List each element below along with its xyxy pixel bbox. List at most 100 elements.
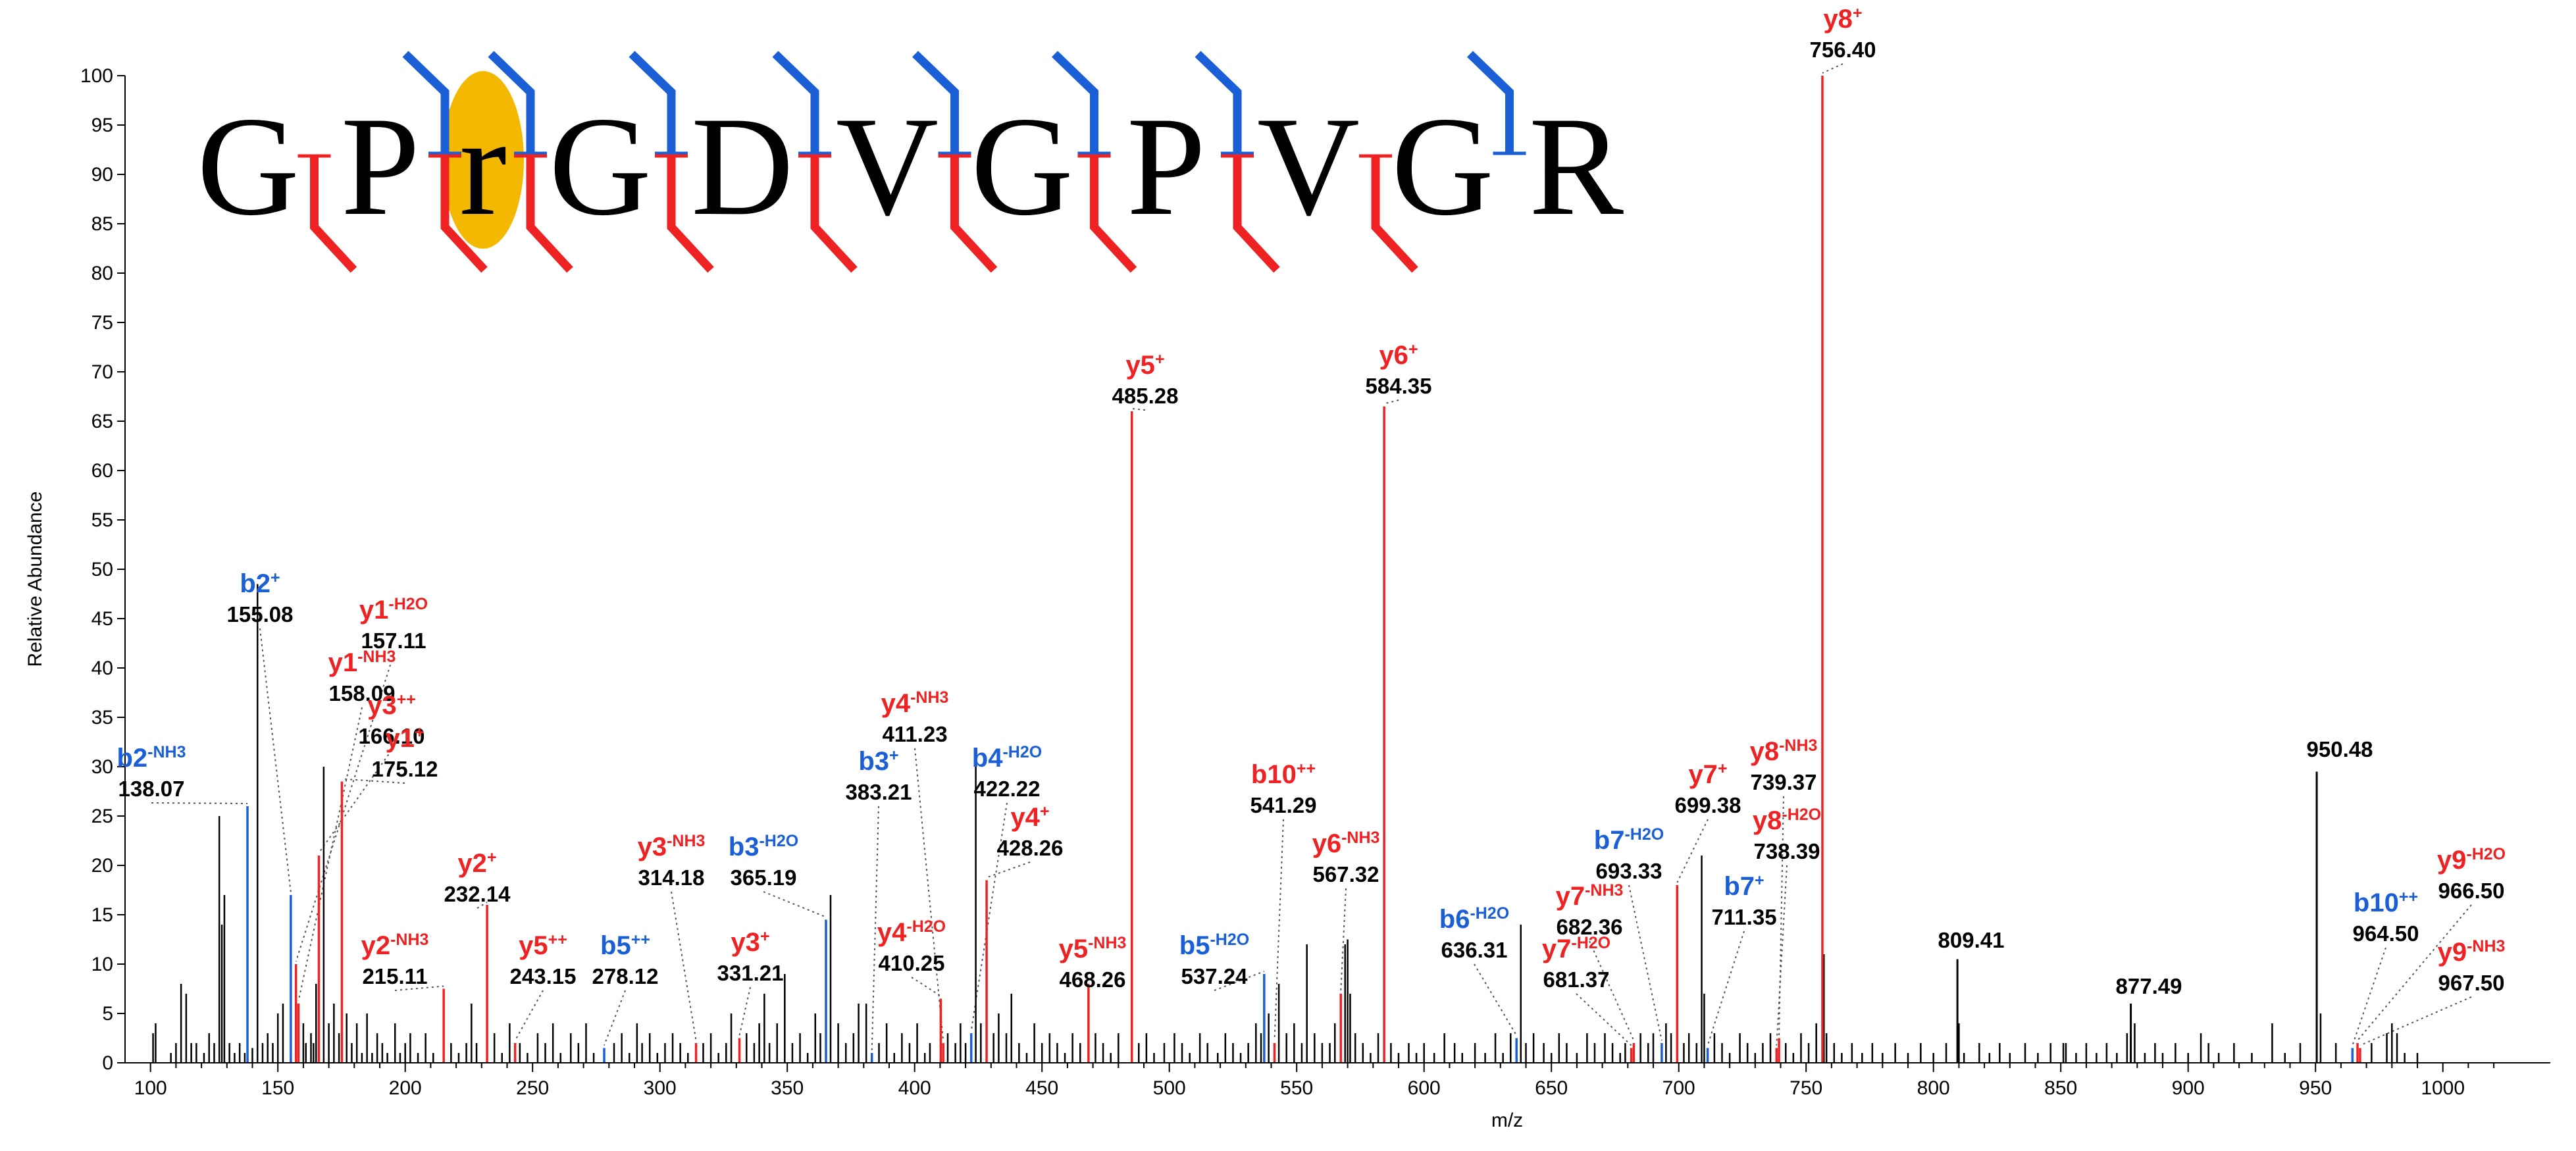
sequence-residue: G <box>197 88 299 245</box>
mz-label: 422.22 <box>974 777 1041 801</box>
y-axis-title: Relative Abundance <box>24 492 46 667</box>
y-tick-label: 45 <box>91 608 113 630</box>
label-leader <box>259 628 292 893</box>
ion-label: y2+ <box>457 848 496 878</box>
mz-label: 468.26 <box>1060 967 1126 992</box>
x-tick-label: 250 <box>516 1077 549 1099</box>
ion-label: b10++ <box>1251 759 1316 789</box>
label-leader <box>1822 63 1843 74</box>
mz-label: 215.11 <box>362 964 427 988</box>
x-tick-label: 700 <box>1662 1077 1695 1099</box>
mz-label: 155.08 <box>227 602 294 627</box>
ion-label: y7-H2O <box>1542 934 1610 963</box>
mz-label: 682.36 <box>1557 915 1623 939</box>
y-tick-label: 50 <box>91 559 113 580</box>
label-leader <box>1474 963 1518 1036</box>
mz-label: 485.28 <box>1112 384 1179 408</box>
ion-label: b10++ <box>2354 888 2418 917</box>
mz-label: 567.32 <box>1313 862 1379 886</box>
mz-label: 541.29 <box>1250 793 1317 817</box>
ion-label: y1-NH3 <box>328 648 396 677</box>
sequence-residue: G <box>549 88 652 245</box>
label-leader <box>1707 931 1745 1046</box>
sequence-residue: P <box>1127 88 1206 245</box>
ion-label: y1-H2O <box>359 595 428 625</box>
y-tick-label: 30 <box>91 756 113 778</box>
b-ion-bracket <box>1195 51 1242 153</box>
sequence-residue: V <box>836 88 939 245</box>
label-leader <box>738 986 751 1036</box>
ion-label: y5-NH3 <box>1059 934 1127 963</box>
ion-label: y3+ <box>731 927 769 957</box>
annotation-guides <box>151 63 2472 1051</box>
label-leader <box>2352 947 2386 1046</box>
y-ion-bracket <box>810 156 858 273</box>
label-leader <box>914 748 944 1041</box>
mz-label: 175.12 <box>372 757 438 781</box>
ion-label: b5++ <box>600 931 650 960</box>
ion-label: b3-H2O <box>729 832 798 861</box>
peak-sticks <box>152 76 2419 1063</box>
ion-label: b4-H2O <box>972 743 1042 773</box>
y-tick-label: 40 <box>91 657 113 679</box>
b-ion-bracket <box>1466 51 1514 153</box>
label-leader <box>514 990 544 1041</box>
mz-label: 278.12 <box>592 964 659 988</box>
b-ion-bracket <box>1051 51 1098 153</box>
ion-label: y9-NH3 <box>2438 937 2506 967</box>
x-tick-label: 800 <box>1917 1077 1950 1099</box>
x-tick-label: 900 <box>2172 1077 2205 1099</box>
ion-label: y8+ <box>1823 4 1862 34</box>
label-leader <box>2359 996 2472 1046</box>
x-tick-label: 150 <box>261 1077 294 1099</box>
sequence-residue: G <box>971 88 1073 245</box>
x-tick-label: 600 <box>1408 1077 1441 1099</box>
mz-label: 636.31 <box>1441 938 1508 962</box>
mz-label: 314.18 <box>638 865 705 890</box>
label-leader <box>1340 888 1347 992</box>
modification-highlight <box>442 71 524 249</box>
y-tick-label: 0 <box>102 1052 113 1074</box>
ion-label: y4+ <box>1010 802 1049 832</box>
label-leader <box>871 806 879 1051</box>
ion-label: y3-NH3 <box>638 832 706 861</box>
x-tick-label: 500 <box>1153 1077 1186 1099</box>
label-leader <box>763 891 827 918</box>
label-leader <box>970 802 1008 1031</box>
mz-label: 243.15 <box>510 964 577 988</box>
label-leader <box>1589 940 1635 1041</box>
axes: m/z Relative Abundance 0 5 10 15 20 25 30 35 40 4… <box>24 65 2550 1131</box>
mz-label: 809.41 <box>1938 928 2005 952</box>
ion-label: y6+ <box>1379 340 1418 370</box>
ion-label: b5-H2O <box>1179 931 1249 960</box>
y-ion-bracket <box>1371 156 1418 273</box>
label-leader <box>2357 904 2472 1041</box>
x-tick-label: 450 <box>1025 1077 1058 1099</box>
mz-label: 365.19 <box>731 865 797 890</box>
mz-label: 138.07 <box>118 777 185 801</box>
mz-label: 681.37 <box>1543 967 1610 992</box>
label-leader <box>671 891 697 1041</box>
mz-label: 410.25 <box>879 951 945 975</box>
label-leader <box>911 977 941 997</box>
ion-label: b6-H2O <box>1439 904 1509 934</box>
label-leader <box>1383 399 1399 405</box>
x-tick-label: 750 <box>1790 1077 1822 1099</box>
ion-label: y3++ <box>367 690 416 720</box>
label-leader <box>986 861 1031 879</box>
mz-label: 964.50 <box>2353 921 2419 946</box>
y-tick-label: 75 <box>91 312 113 334</box>
label-leader <box>1628 884 1662 1041</box>
ion-label: y7+ <box>1688 759 1727 789</box>
y-tick-label: 35 <box>91 707 113 729</box>
x-tick-label: 200 <box>389 1077 422 1099</box>
b-ion-bracket <box>772 51 819 153</box>
x-tick-label: 100 <box>134 1077 167 1099</box>
y-tick-label: 15 <box>91 904 113 926</box>
label-leader <box>1576 993 1632 1046</box>
ion-label: b2-NH3 <box>116 743 186 773</box>
ion-label: y4-NH3 <box>881 688 949 718</box>
mz-label: 584.35 <box>1366 374 1432 398</box>
